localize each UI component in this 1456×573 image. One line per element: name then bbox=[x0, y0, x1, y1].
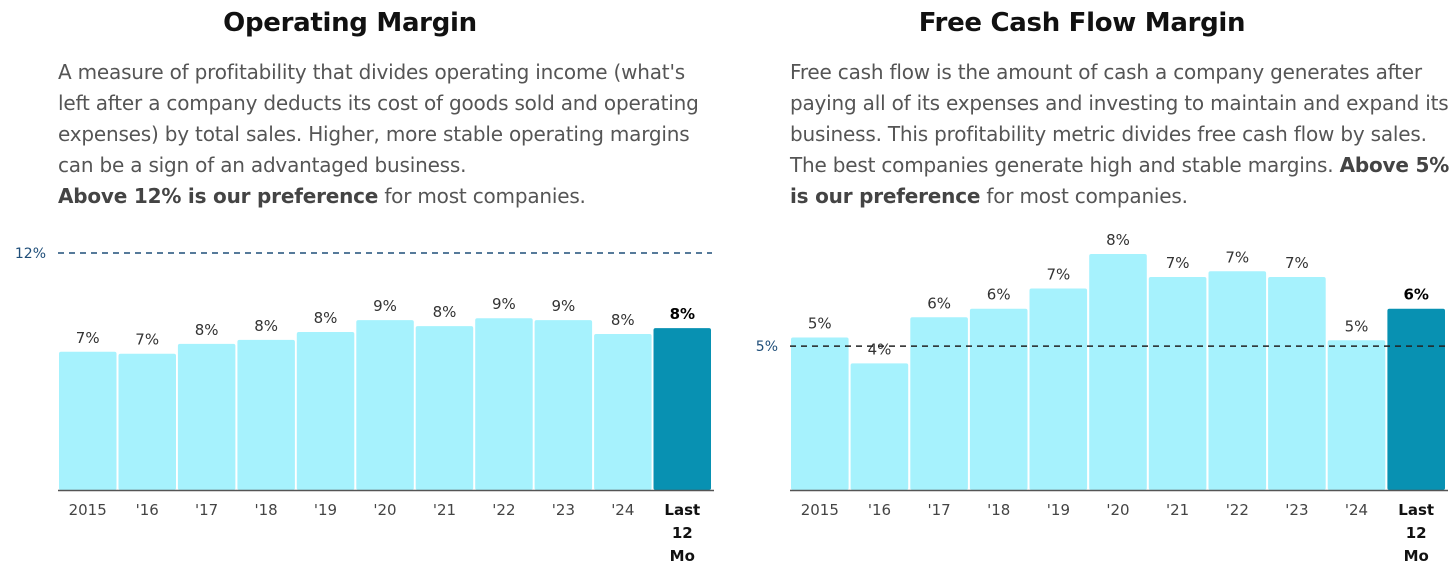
operating-margin-description-text: A measure of profitability that divides … bbox=[58, 60, 699, 177]
data-label-8: 7% bbox=[1285, 254, 1309, 272]
data-label-0: 5% bbox=[808, 315, 832, 333]
x-tick-label-8: '23 bbox=[552, 501, 575, 519]
reference-line-label: 5% bbox=[756, 339, 778, 355]
bar-4 bbox=[1029, 288, 1088, 490]
bar-7 bbox=[1208, 271, 1267, 490]
data-label-10: 8% bbox=[670, 305, 695, 323]
bar-8 bbox=[1268, 277, 1326, 490]
data-label-6: 8% bbox=[433, 303, 457, 321]
x-tick-label-9: '24 bbox=[1345, 501, 1368, 519]
bar-1 bbox=[850, 363, 909, 490]
data-label-2: 6% bbox=[927, 294, 951, 312]
x-tick-label-0: 2015 bbox=[801, 501, 839, 519]
bar-2 bbox=[177, 343, 236, 490]
bar-3 bbox=[237, 339, 295, 490]
data-label-3: 6% bbox=[987, 286, 1011, 304]
free-cash-flow-margin-description-text: Free cash flow is the amount of cash a c… bbox=[790, 60, 1449, 177]
data-label-2: 8% bbox=[195, 321, 219, 339]
bar-8 bbox=[534, 320, 593, 490]
x-tick-label-6: '21 bbox=[433, 501, 456, 519]
operating-margin-chart: 7% 2015 7% '16 8% '17 8% '18 8% '19 9% '20 8% '21 9% '2… bbox=[15, 246, 714, 565]
x-tick-label-1: '16 bbox=[136, 501, 159, 519]
operating-margin-description-tail: for most companies. bbox=[378, 184, 586, 208]
operating-margin-description: A measure of profitability that divides … bbox=[58, 57, 722, 212]
x-tick-label-5: '20 bbox=[1106, 501, 1129, 519]
x-tick-label-7: '22 bbox=[1226, 501, 1249, 519]
bar-2 bbox=[910, 317, 968, 490]
data-label-5: 8% bbox=[1106, 231, 1130, 249]
bar-7 bbox=[475, 318, 533, 490]
data-label-1: 7% bbox=[135, 331, 159, 349]
free-cash-flow-margin-panel: Free Cash Flow Margin Free cash flow is … bbox=[732, 0, 1449, 573]
data-label-8: 9% bbox=[552, 297, 576, 315]
data-label-0: 7% bbox=[76, 329, 100, 347]
free-cash-flow-margin-chart: 5% 2015 4% '16 6% '17 6% '18 7% '19 8% '20 7% '21 7% '2… bbox=[756, 231, 1448, 565]
bar-9 bbox=[1327, 340, 1386, 490]
data-label-9: 8% bbox=[611, 311, 635, 329]
bar-10 bbox=[653, 328, 711, 490]
x-tick-label-1: '16 bbox=[868, 501, 891, 519]
data-label-10: 6% bbox=[1403, 286, 1428, 304]
bar-6 bbox=[1148, 277, 1207, 490]
bar-6 bbox=[415, 326, 474, 490]
x-tick-label-0: 2015 bbox=[69, 501, 107, 519]
x-tick-label-7: '22 bbox=[492, 501, 515, 519]
data-label-7: 7% bbox=[1225, 248, 1249, 266]
bar-9 bbox=[594, 334, 652, 490]
bar-10 bbox=[1387, 308, 1445, 490]
data-label-3: 8% bbox=[254, 317, 278, 335]
data-label-4: 8% bbox=[314, 309, 338, 327]
x-tick-label-4: '19 bbox=[314, 501, 337, 519]
data-label-4: 7% bbox=[1047, 266, 1071, 284]
bar-4 bbox=[296, 332, 355, 490]
data-label-6: 7% bbox=[1166, 254, 1190, 272]
x-tick-label-5: '20 bbox=[373, 501, 396, 519]
x-tick-label-4: '19 bbox=[1047, 501, 1070, 519]
bar-1 bbox=[118, 353, 176, 490]
operating-margin-panel: Operating Margin A measure of profitabil… bbox=[0, 0, 714, 573]
data-label-5: 9% bbox=[373, 297, 397, 315]
operating-margin-preference: Above 12% is our preference bbox=[58, 184, 379, 208]
bar-5 bbox=[356, 320, 414, 490]
reference-line-label: 12% bbox=[15, 246, 46, 262]
bar-5 bbox=[1089, 254, 1147, 490]
x-tick-label-9: '24 bbox=[611, 501, 634, 519]
free-cash-flow-margin-title: Free Cash Flow Margin bbox=[918, 8, 1246, 38]
x-tick-label-10: Last 12 Mo bbox=[1398, 501, 1434, 565]
x-tick-label-10: Last 12 Mo bbox=[664, 501, 700, 565]
operating-margin-title: Operating Margin bbox=[223, 8, 477, 38]
data-label-1: 4% bbox=[868, 340, 892, 358]
free-cash-flow-margin-description-tail: for most companies. bbox=[980, 184, 1188, 208]
bar-0 bbox=[791, 337, 849, 490]
bar-0 bbox=[59, 351, 117, 491]
free-cash-flow-margin-description: Free cash flow is the amount of cash a c… bbox=[790, 57, 1454, 212]
data-label-7: 9% bbox=[492, 295, 516, 313]
x-tick-label-6: '21 bbox=[1166, 501, 1189, 519]
x-tick-label-3: '18 bbox=[987, 501, 1010, 519]
x-tick-label-2: '17 bbox=[927, 501, 950, 519]
bar-3 bbox=[969, 308, 1028, 490]
free-cash-flow-margin-preference: Above 5% is our preference bbox=[790, 153, 1450, 208]
data-label-9: 5% bbox=[1345, 317, 1369, 335]
x-tick-label-3: '18 bbox=[254, 501, 277, 519]
x-tick-label-8: '23 bbox=[1285, 501, 1308, 519]
x-tick-label-2: '17 bbox=[195, 501, 218, 519]
